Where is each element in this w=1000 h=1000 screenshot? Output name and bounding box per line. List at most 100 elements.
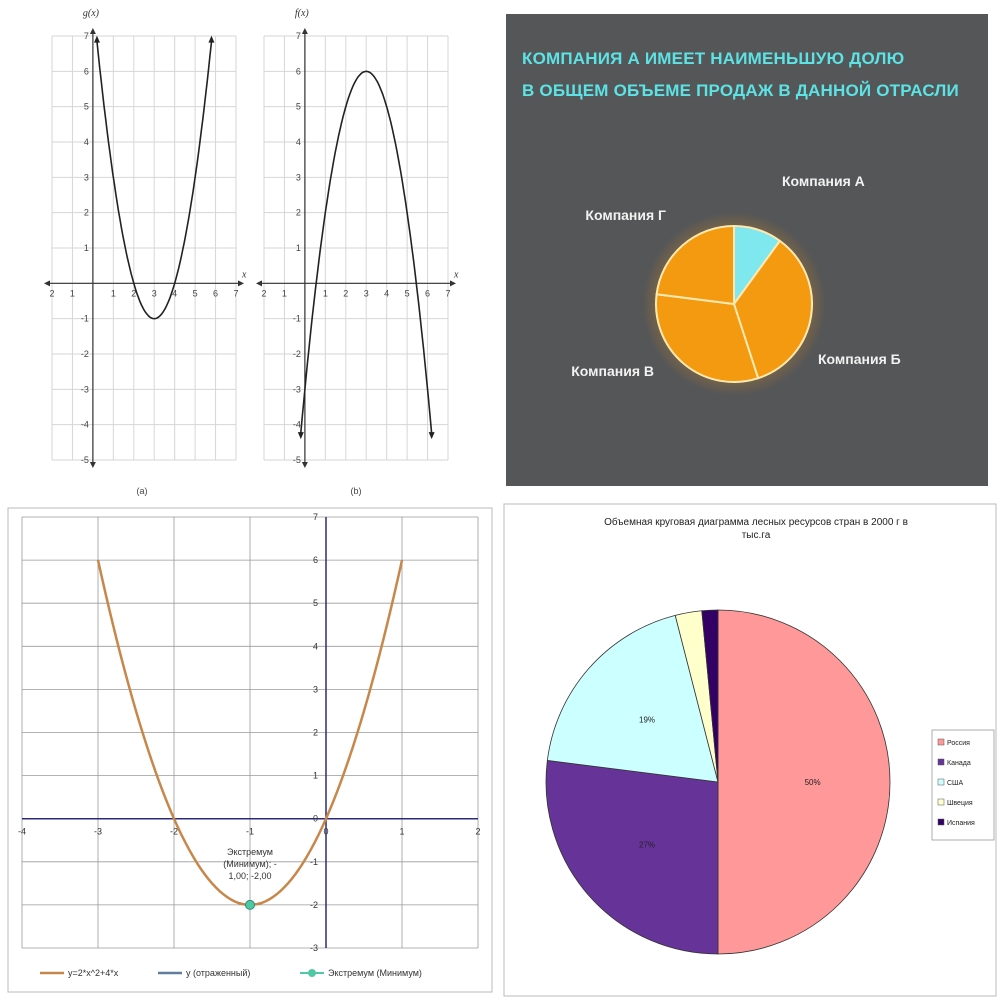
pie-slice-Канада xyxy=(545,759,719,955)
y-tick-label: 1 xyxy=(313,771,318,781)
y-tick-label: 6 xyxy=(84,66,89,76)
y-tick-label: -3 xyxy=(310,943,318,953)
y-tick-label: -5 xyxy=(81,455,89,465)
legend-swatch-marker xyxy=(308,969,316,977)
y-tick-label: 7 xyxy=(296,31,301,41)
x-tick-label: 2 xyxy=(343,288,348,298)
x-tick-label: 2 xyxy=(131,288,136,298)
y-tick-label: 7 xyxy=(84,31,89,41)
company-share-svg: КОМПАНИЯ А ИМЕЕТ НАИМЕНЬШУЮ ДОЛЮ В ОБЩЕМ … xyxy=(522,49,959,396)
x-tick-label: 4 xyxy=(172,288,177,298)
chart-title-line: Объемная круговая диаграмма лесных ресур… xyxy=(604,516,908,528)
x-tick-label: -2 xyxy=(170,827,178,837)
y-axis-label: f(x) xyxy=(295,8,310,19)
legend-label: y=2*x^2+4*x xyxy=(68,968,119,978)
legend-label: Испания xyxy=(947,820,975,827)
legend-label: Экстремум (Минимум) xyxy=(328,968,422,978)
x-tick-label: 7 xyxy=(445,288,450,298)
curve-arrow xyxy=(93,35,100,43)
y-tick-label: -2 xyxy=(310,900,318,910)
graph-b: 2 1 1 2 3 4 5 6 7 7 6 5 4 3 2 1 -1 -2 -3 -4 -5 f(x) x (b) xyxy=(256,8,459,496)
y-tick-label: 7 xyxy=(313,512,318,522)
y-tick-label: 1 xyxy=(84,243,89,253)
parabola-chart-svg: -4 -3 -2 -1 0 1 2 -3 -2 -1 0 1 2 3 4 5 6 7 Экстремум (Миним… xyxy=(7,507,493,993)
y-tick-label: -2 xyxy=(293,349,301,359)
y-tick-label: -1 xyxy=(310,857,318,867)
legend-swatch xyxy=(937,798,945,806)
x-axis-arrow xyxy=(256,280,262,287)
y-tick-label: 5 xyxy=(296,102,301,112)
legend-label: США xyxy=(947,780,963,787)
y-axis-arrow xyxy=(89,28,96,34)
y-tick-label: 5 xyxy=(84,102,89,112)
function-curve xyxy=(96,41,213,320)
y-axis-label: g(x) xyxy=(83,8,100,19)
y-tick-label: 6 xyxy=(296,66,301,76)
x-tick-label: 1 xyxy=(323,288,328,298)
y-tick-label: -2 xyxy=(81,349,89,359)
pie-slice-3 xyxy=(655,293,760,383)
slide-title-line-2: В ОБЩЕМ ОБЪЕМЕ ПРОДАЖ В ДАННОЙ ОТРАСЛИ xyxy=(522,81,959,100)
pie-label-3: Компания В xyxy=(571,363,654,379)
legend-label: Россия xyxy=(947,740,970,747)
legend-swatch xyxy=(937,818,945,826)
extremum-annotation-line: (Минимум); - xyxy=(223,859,276,869)
legend-swatch xyxy=(937,758,945,766)
y-tick-label: 1 xyxy=(296,243,301,253)
x-tick-label: -1 xyxy=(246,827,254,837)
y-tick-label: 3 xyxy=(313,684,318,694)
x-axis-label: x xyxy=(453,269,459,280)
curve-arrow xyxy=(428,432,435,440)
y-tick-label: 2 xyxy=(296,208,301,218)
y-tick-label: 0 xyxy=(313,814,318,824)
y-tick-label: -3 xyxy=(293,384,301,394)
y-tick-label: 6 xyxy=(313,555,318,565)
x-tick-label: 1 xyxy=(399,827,404,837)
x-tick-label: 5 xyxy=(193,288,198,298)
y-tick-label: 4 xyxy=(313,641,318,651)
y-tick-label: -1 xyxy=(81,314,89,324)
curve-arrow xyxy=(208,35,215,43)
legend-label: Канада xyxy=(947,760,971,767)
legend-swatch xyxy=(937,738,945,746)
x-axis-arrow xyxy=(44,280,50,287)
y-tick-label: 4 xyxy=(296,137,301,147)
function-graphs-panel: 2 1 1 2 3 4 5 6 7 7 6 5 4 3 2 1 -1 -2 -3 -4 -5 g(x) x (a) 2 1 1 2 3 4… xyxy=(0,0,500,500)
pie-slice-2 xyxy=(732,239,813,380)
y-tick-label: -4 xyxy=(293,420,301,430)
x-tick-label: 5 xyxy=(405,288,410,298)
x-tick-label: 6 xyxy=(213,288,218,298)
y-tick-label: -5 xyxy=(293,455,301,465)
pie-slice-США xyxy=(546,614,719,783)
pie-label-1: Компания А xyxy=(782,173,865,189)
parabola-chart-panel: -4 -3 -2 -1 0 1 2 -3 -2 -1 0 1 2 3 4 5 6 7 Экстремум (Миним… xyxy=(0,500,500,1000)
pie-slice-4 xyxy=(655,224,735,306)
pie-slice-Россия xyxy=(717,609,891,955)
y-tick-label: 2 xyxy=(84,208,89,218)
legend-label: y (отраженный) xyxy=(186,968,250,978)
pie-data-label: 27% xyxy=(639,841,655,850)
x-tick-label: 1 xyxy=(111,288,116,298)
x-tick-label: 6 xyxy=(425,288,430,298)
y-tick-label: -1 xyxy=(293,314,301,324)
x-tick-label: -3 xyxy=(94,827,102,837)
curve-arrow xyxy=(297,432,304,440)
x-tick-label: 2 xyxy=(475,827,480,837)
y-tick-label: -4 xyxy=(81,420,89,430)
x-axis-label: x xyxy=(241,269,247,280)
panel-label: (a) xyxy=(137,486,148,496)
company-share-slide: КОМПАНИЯ А ИМЕЕТ НАИМЕНЬШУЮ ДОЛЮ В ОБЩЕМ … xyxy=(506,14,988,486)
y-tick-label: 3 xyxy=(84,172,89,182)
y-tick-label: 3 xyxy=(296,172,301,182)
y-axis-arrow xyxy=(301,462,308,468)
y-tick-label: 2 xyxy=(313,728,318,738)
pie-label-2: Компания Б xyxy=(818,351,901,367)
x-tick-label: -4 xyxy=(18,827,26,837)
x-tick-label: 2 xyxy=(261,288,266,298)
function-graphs-svg: 2 1 1 2 3 4 5 6 7 7 6 5 4 3 2 1 -1 -2 -3 -4 -5 g(x) x (a) 2 1 1 2 3 4… xyxy=(44,8,459,496)
x-axis-arrow xyxy=(238,280,244,287)
y-tick-label: 5 xyxy=(313,598,318,608)
extremum-annotation-line: 1,00; -2,00 xyxy=(228,871,271,881)
function-curve xyxy=(300,70,433,434)
graph-a: 2 1 1 2 3 4 5 6 7 7 6 5 4 3 2 1 -1 -2 -3 -4 -5 g(x) x (a) xyxy=(44,8,247,496)
